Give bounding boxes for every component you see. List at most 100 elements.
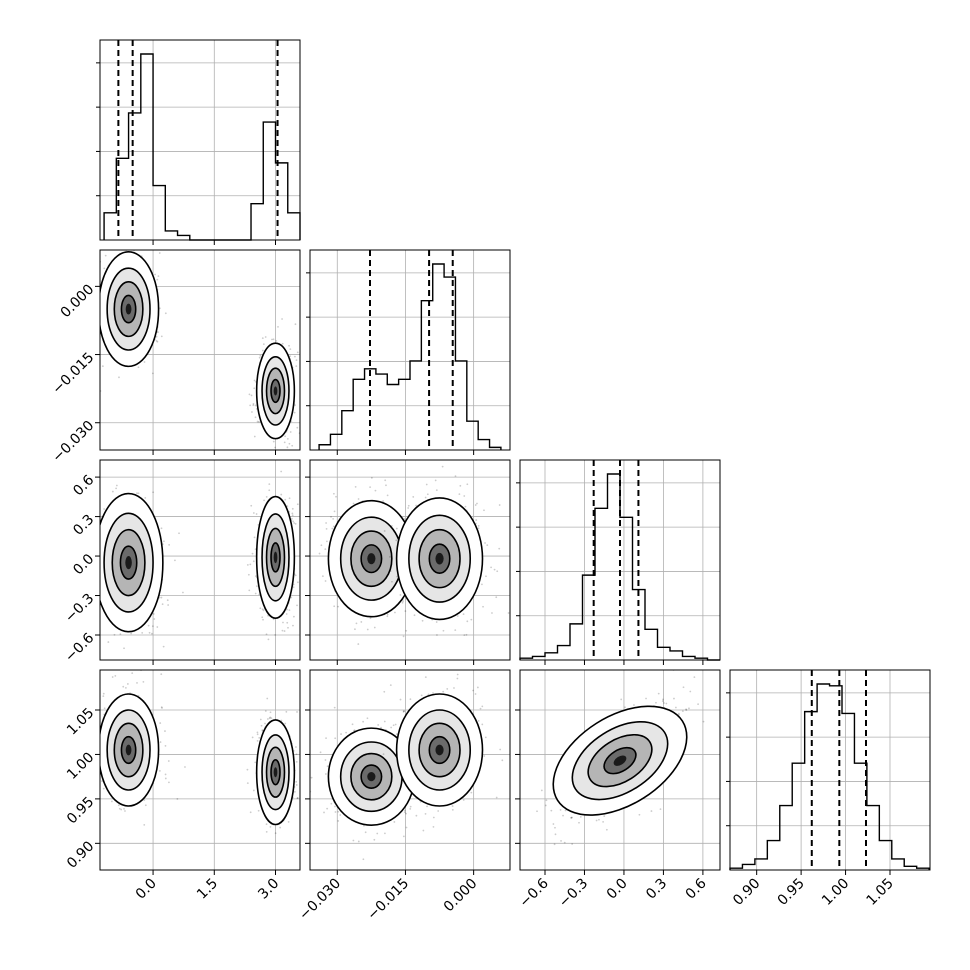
sample-point: [96, 729, 98, 731]
sample-point: [93, 576, 95, 578]
sample-point: [354, 486, 357, 488]
sample-point: [280, 493, 283, 496]
sample-point: [287, 821, 290, 823]
sample-point: [385, 484, 387, 487]
density-contour: [273, 767, 278, 778]
sample-point: [103, 707, 106, 710]
sample-point: [485, 575, 487, 578]
sample-point: [91, 306, 93, 308]
sample-point: [293, 411, 296, 414]
sample-point: [258, 736, 261, 739]
sample-point: [98, 564, 100, 566]
sample-point: [425, 483, 428, 486]
sample-point: [466, 620, 469, 623]
sample-point: [110, 800, 113, 803]
sample-point: [119, 633, 122, 636]
scatter-panel-3-1: [307, 669, 511, 871]
sample-point: [403, 809, 406, 812]
sample-point: [464, 505, 467, 508]
sample-point: [143, 361, 146, 363]
sample-point: [292, 624, 294, 627]
sample-point: [295, 365, 298, 368]
sample-point: [246, 782, 249, 785]
sample-point: [120, 808, 123, 811]
sample-point: [127, 235, 129, 237]
sample-point: [422, 829, 425, 832]
sample-point: [160, 706, 163, 709]
sample-point: [383, 720, 386, 723]
sample-point: [273, 456, 275, 458]
sample-point: [296, 797, 299, 799]
sample-point: [484, 736, 487, 739]
sample-point: [284, 435, 287, 438]
sample-point: [392, 724, 395, 727]
sample-point: [151, 632, 153, 635]
sample-point: [274, 634, 277, 636]
sample-point: [141, 631, 144, 634]
sample-point: [285, 613, 288, 615]
sample-point: [284, 498, 287, 501]
sample-point: [137, 366, 140, 369]
sample-point: [405, 812, 407, 815]
sample-point: [159, 741, 162, 743]
sample-point: [281, 342, 284, 345]
sample-point: [265, 633, 268, 636]
sample-point: [463, 495, 466, 497]
sample-point: [496, 570, 499, 573]
sample-point: [293, 455, 295, 457]
sample-point: [111, 676, 114, 678]
sample-point: [274, 832, 277, 835]
sample-point: [268, 483, 271, 485]
sample-point: [295, 359, 298, 361]
sample-point: [318, 552, 321, 555]
sample-point: [386, 613, 389, 616]
sample-point: [288, 344, 290, 347]
sample-point: [126, 683, 129, 685]
scatter-panel-3-0: [96, 669, 301, 871]
sample-point: [160, 527, 163, 530]
sample-point: [97, 701, 99, 703]
sample-point: [476, 502, 478, 505]
sample-point: [364, 831, 367, 834]
sample-point: [267, 638, 270, 641]
sample-point: [383, 690, 386, 693]
sample-point: [484, 542, 486, 544]
sample-point: [426, 493, 429, 496]
sample-point: [442, 629, 445, 632]
sample-point: [279, 826, 282, 829]
sample-point: [162, 645, 165, 648]
sample-point: [160, 596, 163, 599]
sample-point: [253, 387, 256, 390]
sample-point: [303, 369, 305, 371]
sample-point: [261, 349, 264, 352]
sample-point: [97, 769, 99, 771]
sample-point: [122, 685, 125, 688]
sample-point: [296, 503, 299, 506]
sample-point: [415, 814, 418, 817]
density-contour: [367, 772, 376, 782]
sample-point: [409, 808, 412, 810]
sample-point: [390, 726, 393, 729]
sample-point: [486, 544, 489, 547]
panel-frame: [309, 249, 511, 451]
sample-point: [386, 615, 389, 618]
sample-point: [507, 612, 510, 614]
sample-point: [97, 300, 99, 302]
sample-point: [476, 686, 479, 689]
sample-point: [252, 402, 255, 405]
sample-point: [384, 832, 386, 835]
panel-frame: [729, 669, 931, 871]
sample-point: [94, 573, 96, 575]
sample-point: [256, 585, 258, 588]
sample-point: [285, 710, 288, 713]
sample-point: [434, 479, 437, 482]
sample-point: [259, 718, 262, 721]
sample-point: [89, 581, 91, 583]
sample-point: [103, 508, 106, 510]
sample-point: [296, 351, 299, 354]
sample-point: [307, 784, 309, 786]
sample-point: [257, 809, 260, 812]
sample-point: [386, 494, 389, 497]
sample-point: [122, 218, 124, 220]
sample-point: [366, 628, 369, 631]
